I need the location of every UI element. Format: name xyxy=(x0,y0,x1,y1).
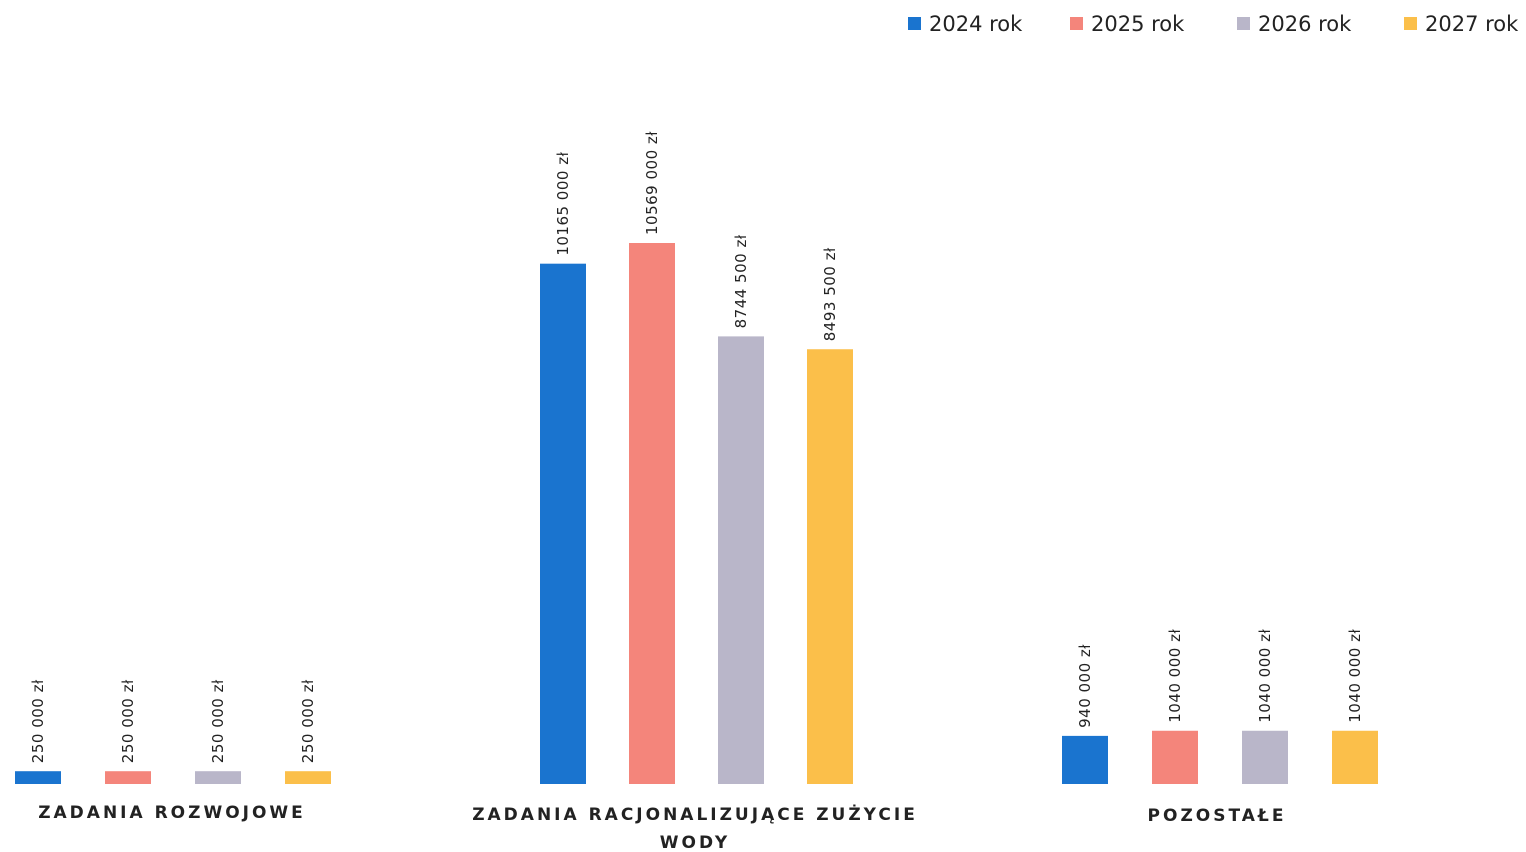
data-label: 250 000 zł xyxy=(299,679,317,763)
data-label: 1040 000 zł xyxy=(1346,629,1364,723)
data-label: 1040 000 zł xyxy=(1166,629,1184,723)
bar xyxy=(15,771,61,784)
bar-group: 10165 000 zł 10569 000 zł 8744 500 zł 8493 … xyxy=(540,131,853,785)
data-label: 250 000 zł xyxy=(29,679,47,763)
legend-item: 2024 rok xyxy=(908,12,1023,36)
legend-swatch xyxy=(1237,17,1250,30)
category-label: POZOSTAŁE xyxy=(1148,806,1287,826)
category-axis: ZADANIA ROZWOJOWE ZADANIA RACJONALIZUJĄCE… xyxy=(38,803,1287,852)
category-label: WODY xyxy=(660,833,730,852)
legend-label: 2025 rok xyxy=(1091,12,1185,36)
bar xyxy=(1062,735,1108,784)
legend-label: 2024 rok xyxy=(929,12,1023,36)
bar-area: 250 000 zł 250 000 zł 250 000 zł 250 000 zł… xyxy=(15,131,1378,785)
legend-label: 2027 rok xyxy=(1425,12,1519,36)
legend-swatch xyxy=(1070,17,1083,30)
bar xyxy=(285,771,331,784)
bar-group: 250 000 zł 250 000 zł 250 000 zł 250 000 zł xyxy=(15,679,331,784)
chart-legend: 2024 rok 2025 rok 2026 rok 2027 rok xyxy=(908,12,1519,36)
legend-item: 2025 rok xyxy=(1070,12,1185,36)
data-label: 10165 000 zł xyxy=(554,151,572,255)
bar xyxy=(1152,730,1198,784)
data-label: 940 000 zł xyxy=(1076,644,1094,728)
data-label: 8493 500 zł xyxy=(821,247,839,341)
bar xyxy=(105,771,151,784)
category-label: ZADANIA RACJONALIZUJĄCE ZUŻYCIE xyxy=(472,803,918,825)
legend-label: 2026 rok xyxy=(1258,12,1352,36)
bar xyxy=(1242,730,1288,784)
bar xyxy=(629,243,675,784)
bar xyxy=(807,349,853,784)
category-label: ZADANIA ROZWOJOWE xyxy=(38,803,306,823)
bar xyxy=(1332,730,1378,784)
bar xyxy=(540,263,586,785)
data-label: 1040 000 zł xyxy=(1256,629,1274,723)
data-label: 10569 000 zł xyxy=(643,131,661,235)
data-label: 8744 500 zł xyxy=(732,234,750,328)
bar-group: 940 000 zł 1040 000 zł 1040 000 zł 1040 000… xyxy=(1062,629,1378,784)
legend-item: 2027 rok xyxy=(1404,12,1519,36)
legend-item: 2026 rok xyxy=(1237,12,1352,36)
legend-swatch xyxy=(908,17,921,30)
data-label: 250 000 zł xyxy=(119,679,137,763)
legend-swatch xyxy=(1404,17,1417,30)
bar xyxy=(195,771,241,784)
data-label: 250 000 zł xyxy=(209,679,227,763)
bar xyxy=(718,336,764,784)
